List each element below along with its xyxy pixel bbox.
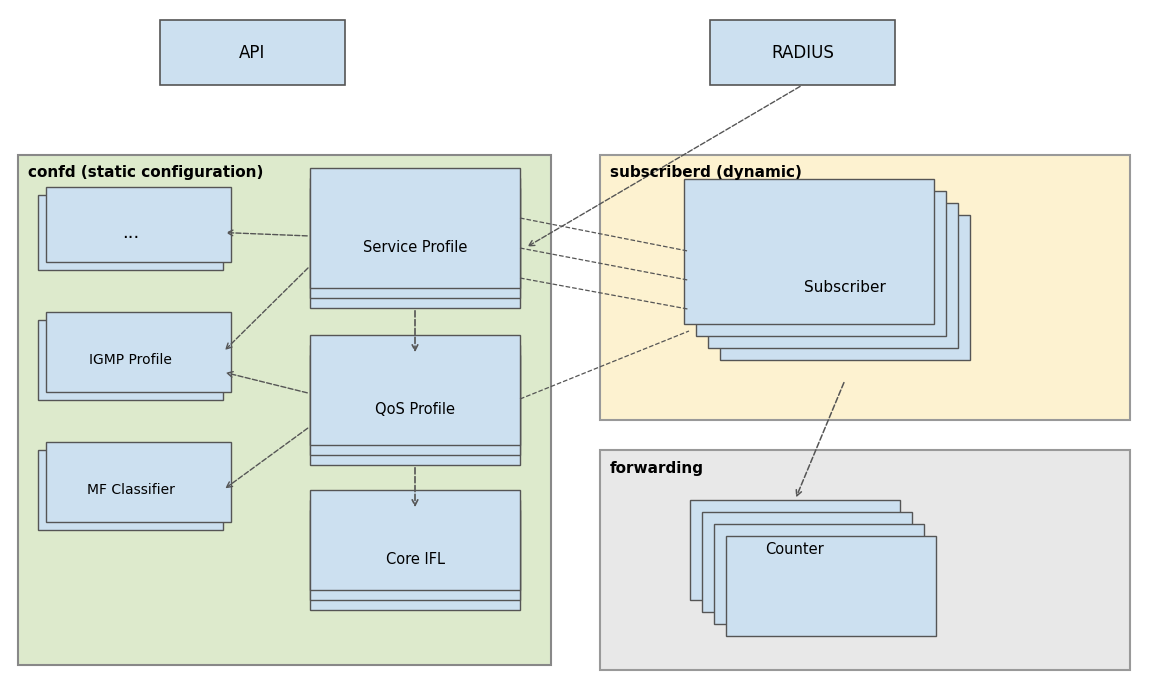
Bar [310,178,520,298]
Bar [38,450,223,530]
Bar [702,512,912,612]
Bar [600,450,1129,670]
Bar [38,320,223,400]
Bar [46,187,231,262]
Bar [310,345,520,455]
Text: forwarding: forwarding [610,460,704,475]
Bar [310,355,520,465]
Bar [310,490,520,590]
Bar [720,215,970,360]
Text: subscriberd (dynamic): subscriberd (dynamic) [610,166,802,181]
Bar [310,335,520,445]
Bar [696,191,946,336]
Bar [710,20,895,85]
Bar [46,442,231,522]
Bar [691,500,900,600]
Bar [708,203,958,348]
Text: API: API [239,43,265,62]
Text: QoS Profile: QoS Profile [375,403,455,418]
Bar [726,536,936,636]
Bar [18,155,552,665]
Text: Counter: Counter [765,543,824,557]
Text: Subscriber: Subscriber [804,280,886,295]
Bar [684,179,934,324]
Text: ...: ... [122,223,139,242]
Bar [160,20,345,85]
Text: IGMP Profile: IGMP Profile [90,353,172,367]
Text: RADIUS: RADIUS [771,43,834,62]
Text: Service Profile: Service Profile [363,240,468,256]
Bar [38,195,223,270]
Bar [310,168,520,288]
Bar [310,510,520,610]
Bar [600,155,1129,420]
Text: MF Classifier: MF Classifier [86,483,175,497]
Bar [310,500,520,600]
Bar [310,188,520,308]
Text: Core IFL: Core IFL [386,552,445,567]
Text: confd (static configuration): confd (static configuration) [28,166,263,181]
Bar [714,524,924,624]
Bar [46,312,231,392]
